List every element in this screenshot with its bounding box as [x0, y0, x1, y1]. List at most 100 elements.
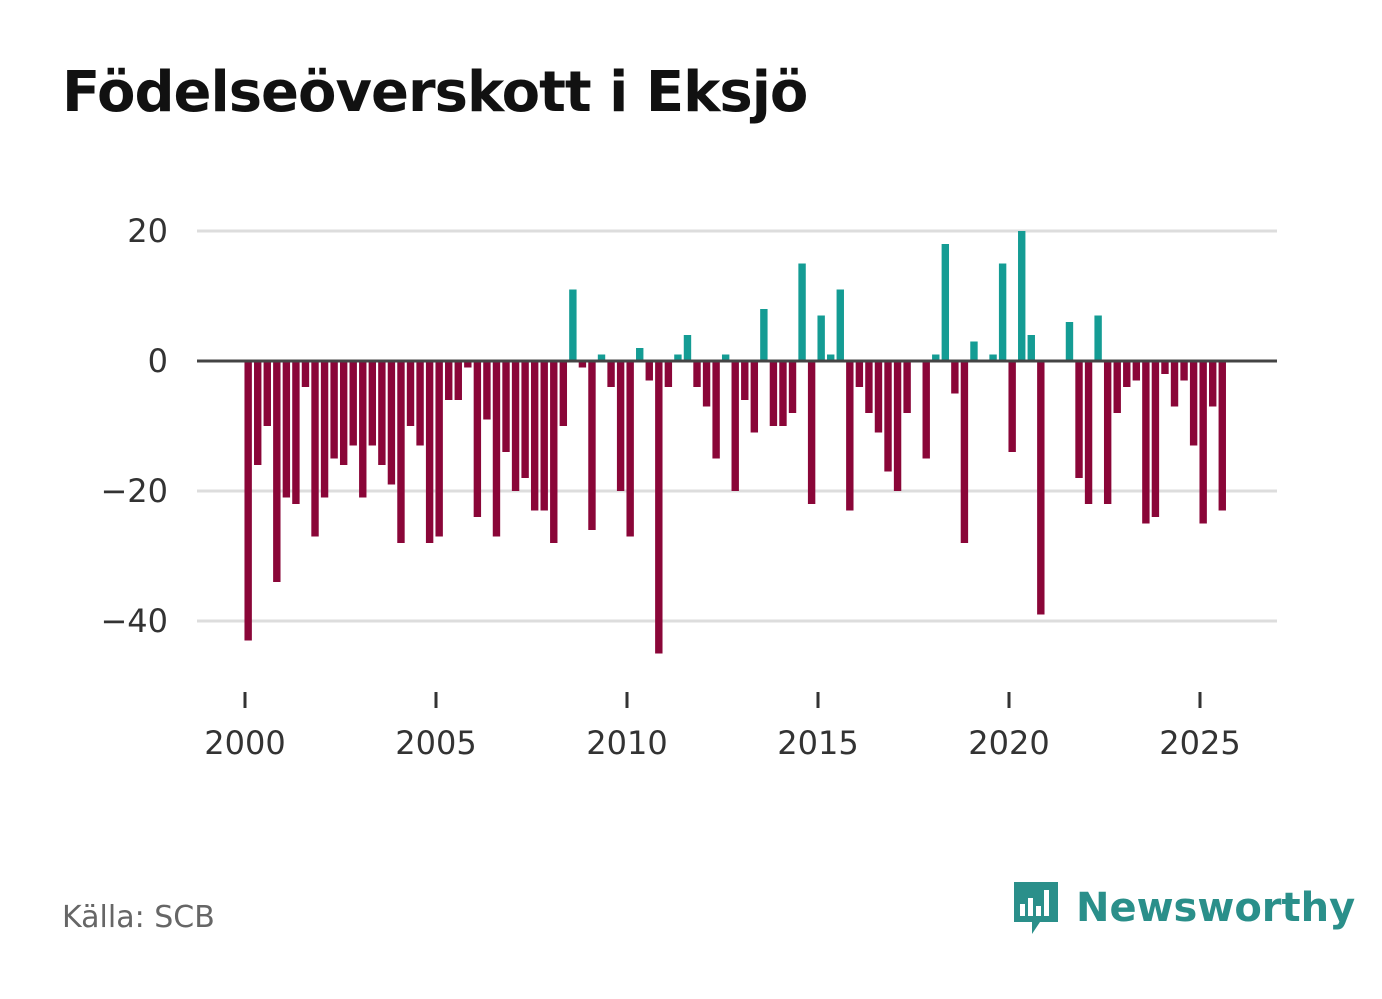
bar — [941, 244, 950, 361]
bar — [779, 361, 787, 426]
bar — [807, 361, 816, 504]
bar — [425, 361, 434, 543]
bar — [368, 361, 377, 446]
bar — [1189, 361, 1198, 446]
bar — [683, 335, 692, 361]
bar — [798, 263, 806, 361]
bar — [473, 361, 482, 517]
brand-logo: Newsworthy — [1010, 878, 1355, 938]
source-note: Källa: SCB — [62, 900, 215, 935]
x-tick-label: 2020 — [968, 724, 1049, 762]
bar — [292, 361, 300, 504]
bar — [721, 354, 730, 361]
bar — [282, 361, 291, 498]
bar — [435, 361, 443, 537]
bar — [301, 361, 310, 387]
bar — [1170, 361, 1179, 407]
bar — [884, 361, 892, 472]
bar — [559, 361, 568, 426]
bar — [1037, 361, 1045, 615]
bar — [530, 361, 539, 511]
bar — [1142, 361, 1150, 524]
bar — [1123, 361, 1131, 387]
bar — [731, 361, 739, 491]
bar — [865, 361, 873, 413]
bar — [349, 361, 357, 446]
bar — [597, 354, 606, 361]
bar — [569, 289, 577, 361]
bar — [626, 361, 634, 537]
bar — [970, 341, 978, 361]
bar — [1199, 361, 1207, 524]
bar — [1161, 361, 1169, 374]
bar — [1075, 361, 1083, 478]
bar — [320, 361, 329, 498]
bar — [1113, 361, 1121, 413]
bar — [960, 361, 969, 543]
bar — [855, 361, 864, 387]
bar — [492, 361, 501, 537]
bar — [750, 361, 759, 433]
bar — [1065, 322, 1074, 361]
bar — [359, 361, 367, 498]
bar — [540, 361, 548, 511]
bar — [664, 361, 673, 387]
bar — [817, 315, 825, 361]
x-tick-label: 2010 — [586, 724, 667, 762]
x-tick-label: 2025 — [1159, 724, 1240, 762]
bar — [254, 361, 262, 465]
bar — [932, 354, 940, 361]
bar — [483, 361, 491, 420]
bar — [263, 361, 271, 426]
bar — [760, 309, 768, 361]
bar — [1132, 361, 1141, 381]
bar — [511, 361, 520, 491]
bar — [1018, 231, 1026, 361]
brand-name: Newsworthy — [1076, 885, 1356, 931]
bar — [588, 361, 596, 530]
y-tick-label: −20 — [100, 472, 168, 510]
bar — [416, 361, 424, 446]
bar — [387, 361, 396, 485]
bar — [311, 361, 319, 537]
bar — [1180, 361, 1188, 381]
bar — [998, 263, 1007, 361]
bar — [636, 348, 644, 361]
bar — [1094, 315, 1102, 361]
bar — [578, 361, 587, 368]
bar — [674, 354, 682, 361]
bar — [406, 361, 415, 426]
y-tick-label: −40 — [100, 602, 168, 640]
bar — [1084, 361, 1093, 504]
bar — [836, 289, 844, 361]
bar — [645, 361, 653, 381]
x-axis: 2000 2005 2010 2015 2020 2025 — [204, 692, 1241, 762]
bar — [464, 361, 472, 368]
bar — [769, 361, 778, 426]
bar — [1209, 361, 1217, 407]
bar — [397, 361, 405, 543]
bar — [827, 354, 835, 361]
x-tick-label: 2005 — [395, 724, 476, 762]
x-tick-label: 2015 — [777, 724, 858, 762]
bar — [951, 361, 959, 394]
bar — [655, 361, 663, 654]
bar — [1218, 361, 1226, 511]
bar — [1151, 361, 1160, 517]
bar — [273, 361, 281, 582]
bar — [445, 361, 453, 400]
y-axis: 20 0 −20 −40 — [100, 212, 168, 640]
bar — [922, 361, 930, 459]
bar — [788, 361, 797, 413]
bar — [874, 361, 883, 433]
bar — [244, 361, 252, 641]
bar — [846, 361, 854, 511]
bar — [330, 361, 338, 459]
bar — [607, 361, 615, 387]
bar — [741, 361, 749, 400]
bar-series — [244, 231, 1226, 654]
bar — [454, 361, 462, 400]
bar — [550, 361, 558, 543]
bar — [616, 361, 625, 491]
